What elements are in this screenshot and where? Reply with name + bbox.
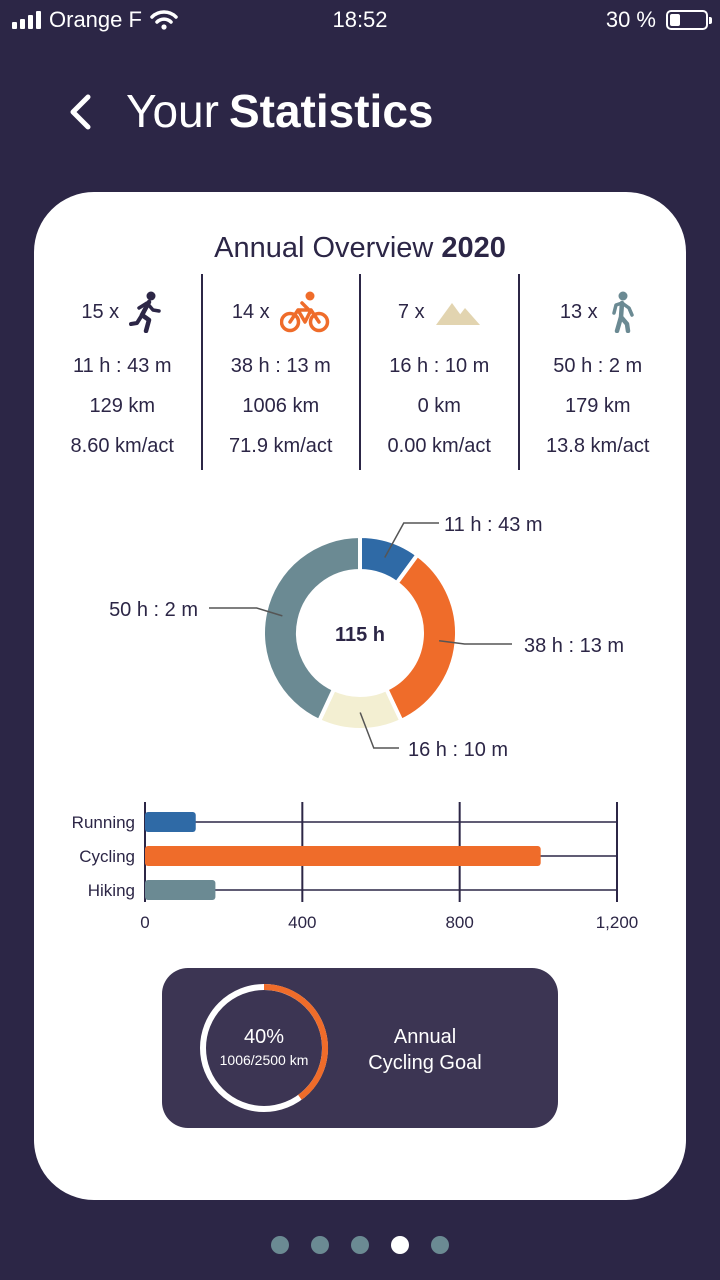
time-donut-chart: 11 h : 43 m 38 h : 13 m 16 h : 10 m 50 h : … (34, 492, 686, 782)
activity-average: 13.8 km/act (546, 435, 650, 457)
activity-count: 13 x (559, 300, 598, 323)
activity-distance: 179 km (564, 395, 631, 417)
donut-slice-label: 11 h : 43 m (444, 514, 543, 536)
goal-progress-ring (200, 984, 328, 1112)
activity-count: 15 x (81, 300, 120, 323)
status-bar: Orange F 18:52 30 % (0, 0, 720, 40)
activity-time: 38 h : 13 m (230, 355, 331, 377)
battery-percent: 30 % (605, 7, 656, 32)
donut-leader-line (209, 607, 283, 617)
activity-count: 14 x (231, 300, 270, 323)
goal-label-line2: Cycling Goal (368, 1052, 482, 1074)
activity-average: 8.60 km/act (70, 435, 174, 457)
status-left: Orange F (12, 7, 178, 33)
running-icon (129, 291, 161, 333)
donut-slice-label: 38 h : 13 m (524, 635, 624, 657)
bar-hiking (145, 880, 216, 900)
page-dot[interactable] (391, 1236, 409, 1254)
activity-distance: 0 km (417, 395, 461, 417)
donut-leader-line (359, 712, 399, 749)
page-dot[interactable] (271, 1236, 289, 1254)
statistics-card: Annual Overview 2020 15 x 11 h : 43 m 129… (34, 192, 686, 1200)
donut-leader-line (384, 522, 439, 558)
page-indicator (0, 1236, 720, 1260)
mountains-icon (435, 303, 480, 325)
battery-icon (666, 10, 712, 30)
donut-slice-label: 50 h : 2 m (109, 599, 198, 621)
wifi-icon (150, 10, 178, 30)
donut-slice-label: 16 h : 10 m (408, 739, 508, 761)
page-title: Your Statistics (126, 84, 433, 138)
bar-cycling (145, 846, 541, 866)
goal-label-line1: Annual (393, 1026, 457, 1048)
bar-category-label: Hiking (88, 881, 135, 900)
stat-column-hiking: 7 x 16 h : 10 m 0 km 0.00 km/act (359, 274, 518, 470)
activity-distance: 1006 km (242, 395, 320, 417)
signal-icon (12, 11, 41, 29)
activity-distance: 129 km (89, 395, 156, 417)
stat-column-walking: 13 x 50 h : 2 m 179 km 13.8 km/act (517, 274, 677, 470)
activity-time: 16 h : 10 m (389, 355, 490, 377)
header: Your Statistics (0, 80, 720, 144)
bar-category-label: Cycling (79, 847, 135, 866)
activity-count: 7 x (397, 300, 425, 323)
activity-stats: 15 x 11 h : 43 m 129 km 8.60 km/act 14 x (44, 274, 676, 470)
chevron-left-icon (70, 94, 91, 130)
page-dot[interactable] (351, 1236, 369, 1254)
donut-leader-line (439, 639, 512, 645)
page-title-regular: Your (126, 85, 219, 137)
goal-label: Annual Cycling Goal (350, 1024, 500, 1076)
page-title-bold: Statistics (228, 85, 434, 137)
status-time: 18:52 (332, 7, 388, 32)
walking-icon (611, 291, 634, 333)
page-dot[interactable] (431, 1236, 449, 1254)
bar-axis-tick-label: 800 (445, 913, 473, 932)
donut-slice (383, 552, 459, 724)
bar-category-label: Running (72, 813, 135, 832)
cycling-goal-card[interactable]: 40% 1006/2500 km Annual Cycling Goal (162, 968, 558, 1128)
overview-title: Annual Overview 2020 (34, 232, 686, 265)
bar-axis-tick-label: 1,200 (596, 913, 639, 932)
status-right: 30 % (605, 7, 712, 33)
page-dot[interactable] (311, 1236, 329, 1254)
bar-axis-tick-label: 0 (140, 913, 149, 932)
donut-slice (261, 533, 362, 724)
activity-time: 50 h : 2 m (553, 355, 643, 377)
stat-column-running: 15 x 11 h : 43 m 129 km 8.60 km/act (44, 274, 201, 470)
donut-center-label: 115 h (335, 624, 385, 646)
overview-title-text: Annual Overview (214, 232, 434, 264)
goal-ring-progress (263, 984, 328, 1100)
distance-bar-chart: 0 400 800 1,200 Running Cycling Hiking (34, 792, 686, 942)
goal-progress-text: 1006/2500 km (219, 1052, 309, 1068)
activity-average: 71.9 km/act (229, 435, 333, 457)
goal-percent: 40% (243, 1026, 285, 1048)
carrier-name: Orange F (49, 7, 142, 32)
activity-average: 0.00 km/act (387, 435, 491, 457)
activity-time: 11 h : 43 m (72, 355, 172, 377)
overview-year: 2020 (441, 232, 506, 264)
bar-running (145, 812, 196, 832)
bar-axis-tick-label: 400 (288, 913, 316, 932)
back-button[interactable] (58, 86, 102, 138)
stat-column-cycling: 14 x 38 h : 13 m 1006 km 71.9 km/act (200, 274, 360, 470)
bicycle-icon (279, 291, 329, 333)
